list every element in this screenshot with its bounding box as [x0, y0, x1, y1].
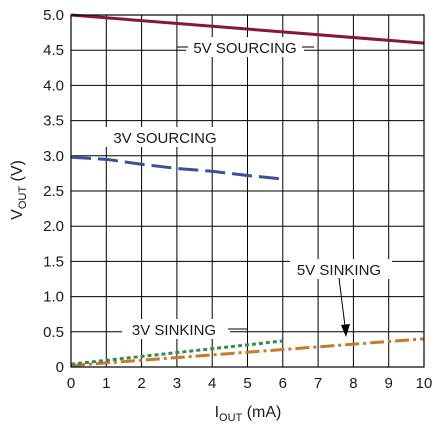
x-tick-label: 4 [208, 375, 216, 392]
y-tick-label: 3.0 [43, 148, 64, 165]
x-tick-label: 5 [243, 375, 251, 392]
y-tick-label: 2.5 [43, 183, 64, 200]
y-axis-label-sub: OUT [17, 186, 29, 210]
y-tick-label: 4.5 [43, 42, 64, 59]
series-line-5v-sinking [70, 337, 425, 368]
y-axis-label: VOUT (V) [9, 160, 29, 220]
x-axis-label-rest: (mA) [242, 404, 281, 421]
label-bg-3v-sinking [122, 319, 230, 339]
y-tick-label: 0 [56, 359, 64, 376]
y-tick-label: 5.0 [43, 7, 64, 24]
annotation-5v-sinking: 5V SINKING [297, 262, 381, 279]
y-tick-label: 1.0 [43, 289, 64, 306]
annotation-3v-sourcing: 3V SOURCING [113, 130, 216, 147]
series-line-3v-sinking [70, 339, 283, 366]
y-tick-label: 3.5 [43, 113, 64, 130]
label-bg-3v-sourcing [104, 127, 226, 147]
x-axis-label-main: I [215, 404, 219, 421]
x-tick-label: 10 [416, 375, 433, 392]
series-line-3v-sourcing [70, 155, 283, 181]
series-group [70, 13, 425, 368]
plot-frame [70, 14, 425, 368]
x-tick-label: 3 [173, 375, 181, 392]
label-bg-5v-sourcing [186, 37, 304, 57]
x-axis-label: IOUT (mA) [215, 404, 282, 424]
arrowhead-5v-sinking [341, 324, 350, 337]
x-tick-label: 0 [67, 375, 75, 392]
y-axis-label-main: V [9, 209, 26, 220]
x-tick-label: 2 [137, 375, 145, 392]
y-tick-label: 1.5 [43, 253, 64, 270]
x-axis-label-sub: OUT [219, 412, 243, 424]
grid [70, 14, 425, 368]
annotation-3v-sinking: 3V SINKING [132, 322, 216, 339]
series-line-5v-sourcing [70, 13, 425, 45]
annotation-5v-sourcing: 5V SOURCING [193, 40, 296, 57]
x-tick-label: 8 [349, 375, 357, 392]
y-tick-label: 0.5 [43, 324, 64, 341]
leader-5v-sinking [338, 277, 346, 327]
x-tick-label: 6 [279, 375, 287, 392]
y-tick-label: 2.0 [43, 218, 64, 235]
x-tick-label: 9 [385, 375, 393, 392]
label-bg-5v-sinking [290, 259, 392, 279]
y-tick-label: 4.0 [43, 77, 64, 94]
x-tick-label: 1 [102, 375, 110, 392]
x-tick-label: 7 [314, 375, 322, 392]
y-axis-label-rest: (V) [9, 160, 26, 186]
annotation-group: 5V SOURCING 3V SOURCING 5V SINKING 3V SI… [104, 37, 392, 339]
tick-labels: 0 1 2 3 4 5 6 7 8 9 10 0 0.5 1.0 1.5 2.0 2.5 3.0 3.5 4.0 4.5… [43, 7, 432, 392]
